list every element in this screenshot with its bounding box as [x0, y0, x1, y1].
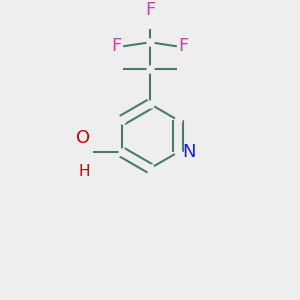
Text: H: H	[78, 164, 90, 179]
Text: N: N	[182, 143, 195, 161]
Text: F: F	[145, 2, 155, 20]
Text: O: O	[76, 129, 90, 147]
Text: F: F	[178, 37, 188, 55]
Text: F: F	[112, 37, 122, 55]
